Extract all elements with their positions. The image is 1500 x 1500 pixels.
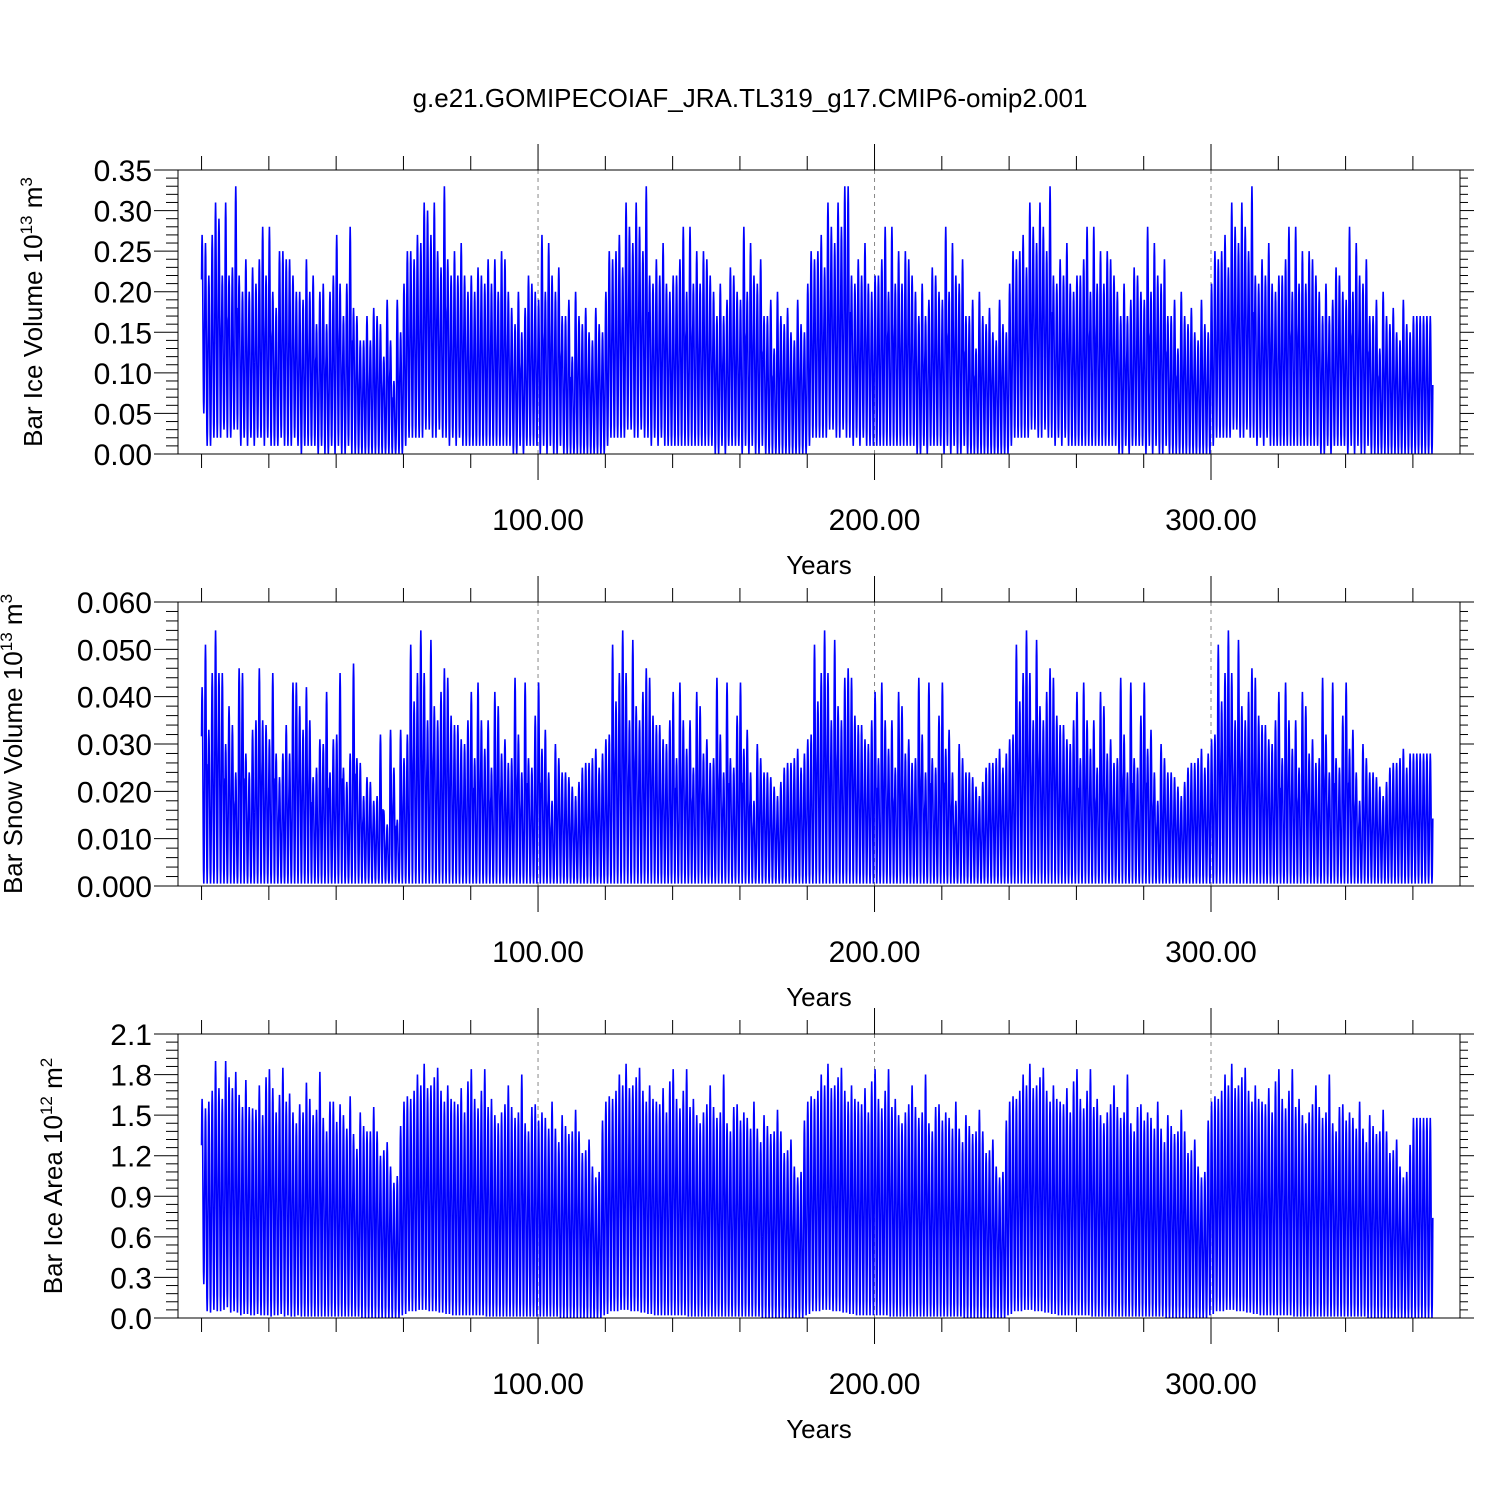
chart-panel-3: 0.0 0.3 0.6 0.9 1.2 1.5 1.8 2.1 100.00 200.00 300.… [37, 1008, 1474, 1444]
y-tick-label: 0.040 [77, 682, 152, 715]
y-tick-label: 0.010 [77, 824, 152, 857]
y-axis-label: Bar Ice Volume 1013 m3 [17, 177, 48, 447]
x-tick-label: 200.00 [829, 504, 921, 537]
x-tick-label: 100.00 [492, 936, 584, 969]
x-tick-label: 300.00 [1165, 1368, 1257, 1401]
y-tick-label: 0.030 [77, 729, 152, 762]
data-series-line [200, 186, 1434, 455]
y-axis-label-unit: m [0, 603, 28, 632]
data-series-line [200, 630, 1434, 884]
y-tick-label: 0.000 [77, 871, 152, 904]
y-axis-label-exponent: 12 [37, 1096, 56, 1115]
y-tick-label: 0.05 [94, 398, 152, 431]
y-axis-label: Bar Snow Volume 1013 m3 [0, 594, 28, 894]
y-axis-label-unit-exponent: 3 [17, 177, 36, 186]
plot-frame [177, 1033, 1461, 1319]
y-tick-label: 0.0 [110, 1303, 152, 1336]
y-axis-label-exponent: 13 [0, 632, 16, 651]
y-tick-label: 0.10 [94, 358, 152, 391]
chart-title: g.e21.GOMIPECOIAF_JRA.TL319_g17.CMIP6-om… [413, 83, 1088, 113]
y-tick-label: 0.15 [94, 317, 152, 350]
y-axis-label: Bar Ice Area 1012 m2 [37, 1058, 68, 1295]
data-series-line [200, 1061, 1434, 1319]
y-tick-label: 0.6 [110, 1222, 152, 1255]
y-tick-label: 0.060 [77, 587, 152, 620]
y-tick-label: 0.3 [110, 1262, 152, 1295]
x-tick-label: 200.00 [829, 936, 921, 969]
x-tick-label: 200.00 [829, 1368, 921, 1401]
x-axis-label: Years [786, 550, 852, 580]
y-tick-label: 0.30 [94, 196, 152, 229]
x-tick-label: 100.00 [492, 504, 584, 537]
x-axis-label: Years [786, 1414, 852, 1444]
y-axis-label-text: Bar Ice Volume 10 [18, 234, 48, 446]
plot-frame [177, 169, 1461, 455]
y-axis-label-unit: m [38, 1067, 68, 1096]
y-tick-label: 1.5 [110, 1100, 152, 1133]
y-axis-label-unit: m [18, 187, 48, 216]
chart-panel-1: 0.00 0.05 0.10 0.15 0.20 0.25 0.30 0.35 100.00 20… [17, 144, 1474, 580]
y-axis-label-exponent: 13 [17, 215, 36, 234]
y-tick-label: 1.2 [110, 1141, 152, 1174]
y-axis-label-unit-exponent: 2 [37, 1058, 56, 1067]
y-tick-label: 0.9 [110, 1181, 152, 1214]
chart-panel-2: 0.000 0.010 0.020 0.030 0.040 0.050 0.060 100.0… [0, 576, 1474, 1012]
x-tick-label: 300.00 [1165, 936, 1257, 969]
y-tick-label: 0.20 [94, 277, 152, 310]
y-axis-label-text: Bar Ice Area 10 [38, 1115, 68, 1294]
x-tick-label: 300.00 [1165, 504, 1257, 537]
y-axis-label-text: Bar Snow Volume 10 [0, 651, 28, 894]
y-tick-label: 0.25 [94, 236, 152, 269]
y-tick-label: 2.1 [110, 1019, 152, 1052]
y-tick-label: 1.8 [110, 1060, 152, 1093]
y-tick-label: 0.00 [94, 439, 152, 472]
y-tick-label: 0.020 [77, 776, 152, 809]
x-axis-label: Years [786, 982, 852, 1012]
x-tick-label: 100.00 [492, 1368, 584, 1401]
y-tick-label: 0.35 [94, 155, 152, 188]
y-tick-label: 0.050 [77, 634, 152, 667]
y-axis-label-unit-exponent: 3 [0, 594, 16, 603]
